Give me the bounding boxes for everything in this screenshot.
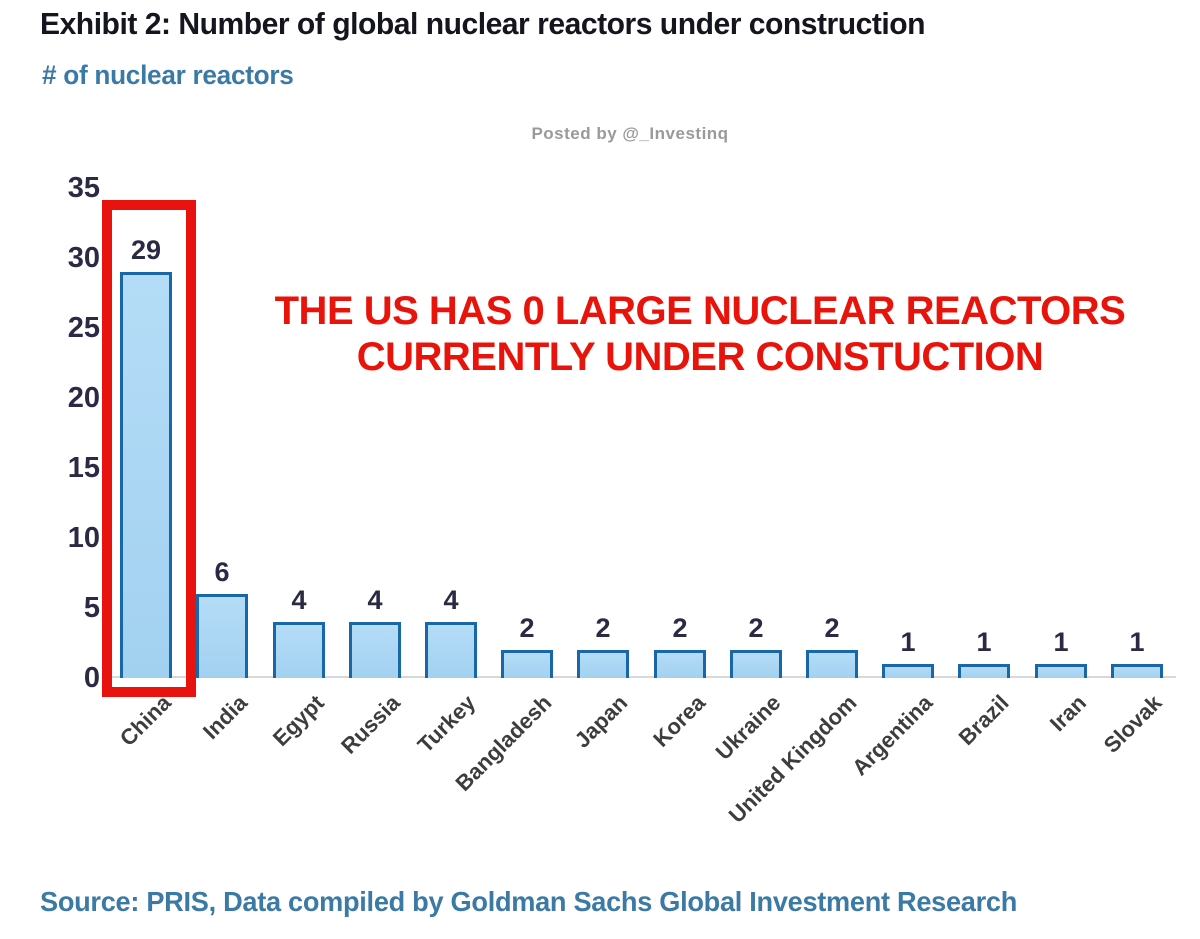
bar-argentina	[882, 664, 934, 678]
category-label: Russia	[335, 690, 405, 759]
category-label: Egypt	[267, 690, 329, 751]
category-label: Argentina	[847, 690, 938, 781]
bar-value-label: 2	[672, 613, 688, 643]
y-tick-label: 10	[67, 522, 100, 554]
annotation-line-1: THE US HAS 0 LARGE NUCLEAR REACTORS	[274, 289, 1126, 333]
x-axis-line	[106, 676, 1176, 678]
bar-iran	[1035, 664, 1087, 678]
bar-korea	[654, 650, 706, 678]
category-label: Ukraine	[710, 690, 786, 765]
category-label: Japan	[570, 690, 633, 753]
y-tick-label: 5	[83, 592, 100, 624]
bar-value-label: 1	[1053, 627, 1069, 657]
bar-value-label: 6	[214, 557, 230, 587]
bar-ukraine	[730, 650, 782, 678]
watermark-posted-by: Posted by @_Investinq	[531, 124, 729, 143]
bar-value-label: 2	[519, 613, 535, 643]
annotation-text: THE US HAS 0 LARGE NUCLEAR REACTORS CURR…	[200, 288, 1200, 380]
bar-value-label: 4	[367, 585, 383, 615]
category-label: Korea	[647, 690, 710, 752]
bar-russia	[349, 622, 401, 678]
bar-value-label: 2	[824, 613, 840, 643]
exhibit-title: Exhibit 2: Number of global nuclear reac…	[40, 6, 926, 41]
bar-value-label: 4	[443, 585, 459, 615]
category-label: India	[197, 690, 252, 744]
bar-value-label: 2	[595, 613, 611, 643]
source-credit: Source: PRIS, Data compiled by Goldman S…	[40, 886, 1018, 917]
bar-japan	[577, 650, 629, 678]
y-tick-label: 15	[67, 452, 100, 484]
category-label: Slovak	[1098, 690, 1167, 758]
bar-value-label: 1	[900, 627, 916, 657]
category-label: Iran	[1044, 690, 1091, 737]
bar-bangladesh	[501, 650, 553, 678]
bar-value-label: 2	[748, 613, 764, 643]
category-label: Brazil	[953, 690, 1014, 751]
bar-china	[120, 272, 172, 678]
bar-egypt	[273, 622, 325, 678]
bar-value-label: 1	[1129, 627, 1145, 657]
bar-value-label: 4	[291, 585, 307, 615]
y-tick-label: 25	[67, 312, 100, 344]
bar-turkey	[425, 622, 477, 678]
bar-slovak	[1111, 664, 1163, 678]
category-label: United Kingdom	[723, 690, 862, 828]
bar-value-label: 1	[976, 627, 992, 657]
annotation-line-2: CURRENTLY UNDER CONSTUCTION	[356, 335, 1044, 379]
category-label: China	[114, 690, 176, 751]
y-axis-title: # of nuclear reactors	[42, 60, 294, 90]
bar-brazil	[958, 664, 1010, 678]
y-tick-label: 35	[67, 172, 100, 204]
y-tick-label: 0	[83, 662, 100, 694]
bar-india	[196, 594, 248, 678]
china-highlight-box	[102, 200, 196, 697]
y-tick-label: 20	[67, 382, 100, 414]
bar-value-label: 29	[130, 235, 162, 265]
bar-united-kingdom	[806, 650, 858, 678]
y-tick-label: 30	[67, 242, 100, 274]
category-label: Turkey	[413, 690, 481, 758]
